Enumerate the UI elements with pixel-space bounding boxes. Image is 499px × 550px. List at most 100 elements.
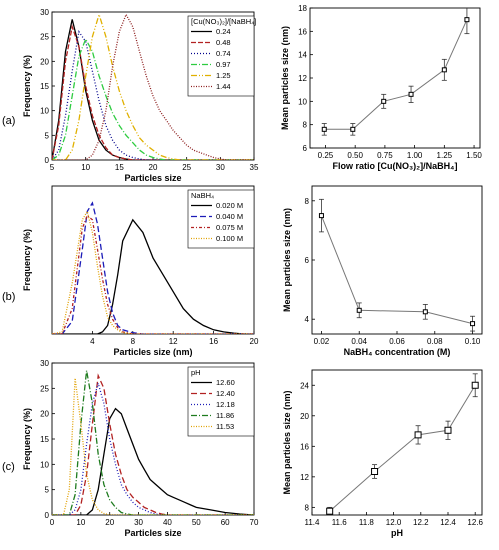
y-tick-label: 30 [40,8,49,17]
y-tick-label: 12 [298,74,307,83]
y-tick-label: 5 [45,131,50,140]
x-tick-label: 30 [216,163,225,172]
data-point [350,126,356,132]
y-tick-label: 5 [45,486,50,495]
x-tick-label: 16 [209,337,218,346]
legend-label: 11.53 [216,422,234,431]
x-axis-label: Particles size (nm) [113,347,192,357]
series-line-12.18 [52,380,254,515]
data-point [414,431,422,439]
data-point [318,213,324,219]
x-axis-label: Flow ratio [Cu(NO₃)₂]/NaBH₄] [333,161,458,171]
x-tick-label: 0.08 [427,337,443,346]
plot-frame [311,369,483,516]
series-line-12.60 [52,407,254,515]
x-tick-label: 0.25 [318,151,334,160]
y-tick-label: 16 [300,442,309,451]
legend-label: 1.44 [216,82,231,91]
x-tick-label: 5 [50,163,55,172]
legend-label: 0.100 M [216,234,243,243]
y-tick-label: 16 [298,27,307,36]
x-tick-label: 12.2 [413,518,429,527]
x-tick-label: 8 [131,337,136,346]
series-line-0.97 [52,37,254,160]
y-tick-label: 0 [45,156,50,165]
data-point [444,426,452,434]
legend-label: 0.040 M [216,212,243,221]
x-axis-label: Particles size [124,528,181,538]
x-tick-label: 0.02 [314,337,330,346]
plot-area [52,370,254,515]
y-tick-label: 10 [40,107,49,116]
y-axis-label: Frequency (%) [22,229,32,291]
panel-label-b: (b) [2,291,15,303]
y-tick-label: 24 [300,381,309,390]
data-point [381,98,387,104]
panel-label-c: (c) [2,461,15,473]
x-tick-label: 10 [76,518,85,527]
y-tick-label: 25 [40,384,49,393]
x-tick-label: 1.00 [407,151,423,160]
chart-panel-2: 0.25 0.50 0.75 1.00 1.25 1.50 6 8 10 12 14 16 18 Flow… [280,4,482,171]
series-line [324,19,468,130]
y-axis-label: Mean particles size (nm) [282,390,292,494]
series-line-0.24 [52,19,254,160]
y-tick-label: 8 [305,197,310,206]
series-line-0.74 [52,30,254,160]
x-tick-label: 35 [250,163,259,172]
x-axis-label: pH [391,528,403,538]
y-tick-label: 25 [40,33,49,42]
legend-label: 0.075 M [216,223,243,232]
legend-label: 0.24 [216,27,231,36]
legend: [Cu(NO₃)₂]/[NaBH₄]0.24 0.48 0.74 0.97 1.25 1.… [187,15,256,97]
data-point [441,67,447,73]
plot-area [52,201,254,334]
series-line-1.44 [52,12,254,160]
y-tick-label: 0 [45,511,50,520]
legend-title: pH [191,368,201,377]
data-point [470,321,476,327]
y-axis-label: Frequency (%) [22,408,32,470]
y-axis-label: Mean particles size (nm) [282,208,292,312]
x-tick-label: 0.10 [465,337,481,346]
legend-label: 1.25 [216,71,231,80]
data-point [464,17,470,23]
plot-frame [309,7,481,149]
x-tick-label: 0.06 [389,337,405,346]
legend-box [187,366,255,437]
chart-panel-6: 11.4 11.6 11.8 12.0 12.2 12.4 12.6 8 12 16 20 24 pH M… [282,369,484,538]
x-tick-label: 60 [221,518,230,527]
x-tick-label: 10 [81,163,90,172]
x-tick-label: 50 [192,518,201,527]
plot-area [52,12,254,160]
data-point [422,309,428,315]
legend-label: 0.48 [216,38,231,47]
chart-panel-3: 4 8 12 16 20 Particles size (nm) Frequency (%)… [22,185,259,357]
legend-label: 12.18 [216,400,235,409]
data-point [326,507,334,515]
legend-label: 0.74 [216,49,231,58]
data-point [471,381,479,389]
series-line-0.040 M [52,201,254,334]
series-line [329,385,476,512]
legend-box [187,15,255,97]
y-tick-label: 15 [40,435,49,444]
x-tick-label: 12.4 [440,518,456,527]
data-point [371,468,379,475]
y-tick-label: 20 [300,412,309,421]
data-point [356,307,362,313]
y-tick-label: 10 [298,97,307,106]
x-axis-label: NaBH₄ concentration (M) [344,347,451,357]
x-tick-label: 11.8 [359,518,375,527]
x-axis-label: Particles size [124,173,181,183]
x-tick-label: 12 [169,337,178,346]
x-tick-label: 40 [163,518,172,527]
x-tick-label: 1.50 [466,151,482,160]
legend-label: 11.86 [216,411,234,420]
panel-label-a: (a) [2,115,15,127]
y-tick-label: 4 [305,315,310,324]
plot-area [321,8,470,136]
y-tick-label: 6 [303,144,308,153]
